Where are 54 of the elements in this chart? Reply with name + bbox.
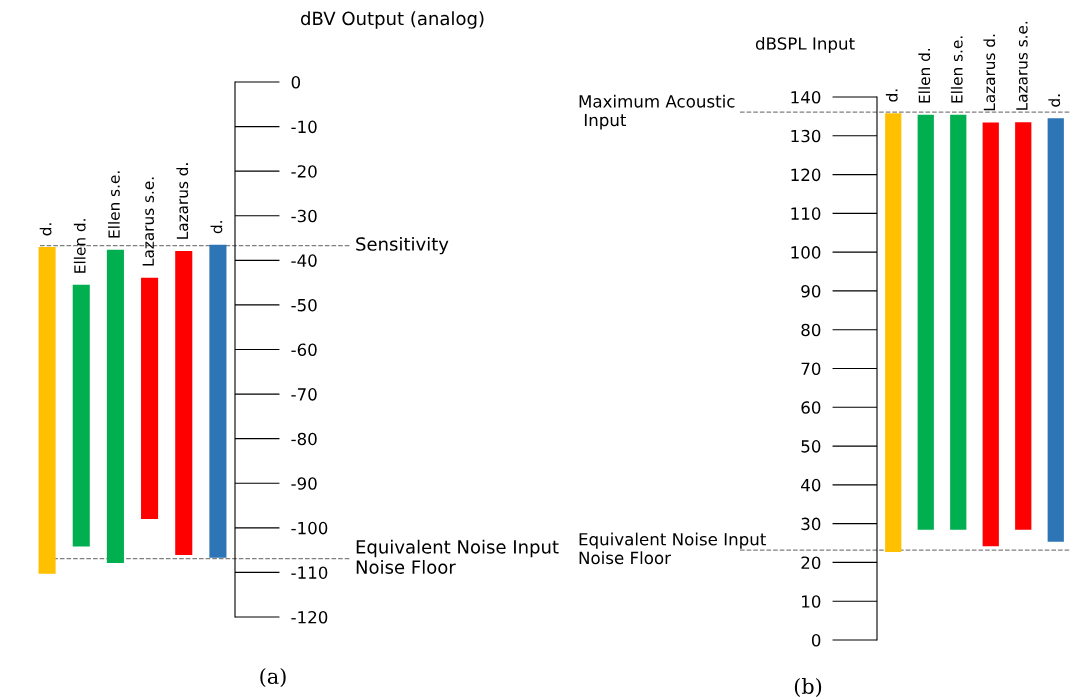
x-tick-label: Lazarus d. xyxy=(176,163,189,239)
y-tick-label: -10 xyxy=(291,120,317,134)
y-tick-label: -20 xyxy=(291,165,317,178)
x-tick-label: Lazarus s.e. xyxy=(1016,21,1028,110)
text: (a) xyxy=(260,667,286,687)
y-tick-label: -40 xyxy=(291,254,317,267)
bar xyxy=(106,249,124,564)
ref-line-label: Maximum Acoustic Input xyxy=(579,94,735,130)
y-tick-label: 0 xyxy=(291,75,301,89)
y-tick-label: 130 xyxy=(791,129,821,143)
bar xyxy=(141,277,159,519)
y-tick-label: -50 xyxy=(291,298,317,312)
text: (b) xyxy=(794,677,822,697)
y-axis-title: dBSPL Input xyxy=(755,36,855,54)
y-tick-label: -100 xyxy=(291,521,328,535)
y-tick-label: -60 xyxy=(291,343,317,357)
y-tick-label: 140 xyxy=(791,90,821,104)
bar xyxy=(209,244,227,558)
y-tick-label: 0 xyxy=(811,633,821,647)
x-tick-label: Ellen s.e. xyxy=(950,36,963,103)
y-tick-label: 60 xyxy=(801,401,821,414)
bar xyxy=(72,284,90,547)
y-tick-label: -120 xyxy=(291,610,328,624)
ref-line-label: Sensitivity xyxy=(356,236,449,255)
x-tick-label: d. xyxy=(210,221,223,234)
y-tick-label: 40 xyxy=(801,478,821,492)
x-tick-label: Ellen d. xyxy=(918,48,931,103)
y-tick-label: 90 xyxy=(801,284,821,298)
y-tick-label: -90 xyxy=(291,477,317,490)
y-tick-label: 100 xyxy=(791,246,821,259)
y-tick-label: 80 xyxy=(801,323,821,337)
bar xyxy=(175,250,193,556)
x-tick-label: Lazarus s.e. xyxy=(142,177,155,266)
y-tick-label: 50 xyxy=(801,440,821,453)
y-tick-label: 10 xyxy=(802,595,821,608)
y-tick-label: 70 xyxy=(801,362,821,376)
y-tick-label: -70 xyxy=(291,388,317,401)
x-tick-label: d. xyxy=(885,89,898,102)
y-tick-label: -30 xyxy=(291,209,317,223)
bar xyxy=(38,246,56,574)
ref-line-label: Equivalent Noise Input Noise Floor xyxy=(579,532,766,565)
x-tick-label: d. xyxy=(1048,94,1061,107)
y-tick-label: 20 xyxy=(801,556,821,569)
x-tick-label: Ellen s.e. xyxy=(108,171,120,238)
y-tick-label: -110 xyxy=(291,566,328,579)
y-tick-label: 110 xyxy=(791,207,821,220)
y-tick-label: 120 xyxy=(791,168,821,182)
y-tick-label: 30 xyxy=(801,517,821,531)
x-tick-label: d. xyxy=(39,223,52,236)
ref-line-label: Equivalent Noise Input Noise Floor xyxy=(356,539,559,574)
y-tick-label: -80 xyxy=(291,432,317,446)
x-tick-label: Lazarus d. xyxy=(983,34,996,111)
y-axis-title: dBV Output (analog) xyxy=(301,11,484,29)
x-tick-label: Ellen d. xyxy=(73,219,86,273)
